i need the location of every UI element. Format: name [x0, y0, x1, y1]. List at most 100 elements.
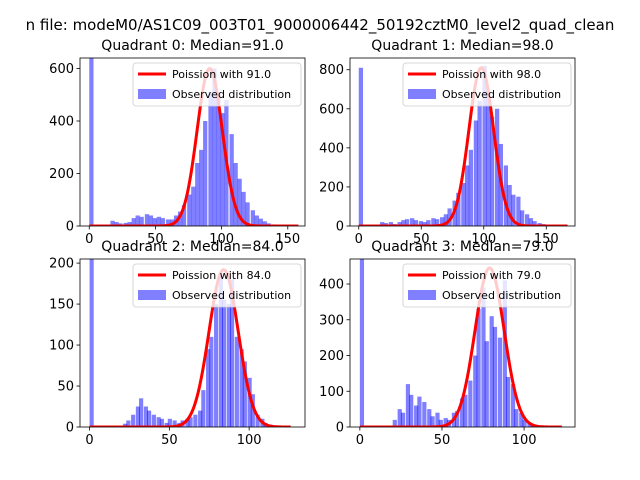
histogram-bar	[220, 113, 225, 226]
histogram-bar	[262, 221, 267, 226]
histogram-bar	[152, 218, 158, 226]
histogram-bar	[114, 222, 119, 226]
histogram-bar	[358, 67, 363, 226]
histogram-bar	[520, 210, 525, 226]
histogram-bar	[503, 165, 508, 226]
histogram-bar	[241, 191, 246, 226]
histogram-bar	[203, 121, 208, 226]
histogram-bar	[397, 222, 402, 226]
histogram-bar	[258, 218, 263, 226]
legend: Poission with 91.0 Observed distribution	[132, 62, 302, 107]
histogram-bar	[409, 394, 414, 427]
histogram-bar	[123, 423, 128, 427]
subplot-title: Quadrant 3: Median=79.0	[371, 239, 553, 255]
histogram-bar	[234, 336, 239, 427]
y-tick-label: 0	[66, 421, 74, 436]
histogram-bar	[185, 418, 190, 427]
y-tick-label: 800	[319, 63, 344, 78]
histogram-bar	[388, 222, 393, 226]
histogram-bar	[435, 219, 440, 226]
histogram-bar	[465, 165, 470, 226]
histogram-bar	[250, 394, 255, 427]
histogram-bar	[151, 414, 156, 427]
histogram-bar	[422, 401, 427, 427]
histogram-bar	[164, 422, 169, 427]
histogram-bar	[250, 210, 255, 226]
histogram-bar	[489, 316, 494, 427]
histogram-bar	[527, 423, 532, 427]
y-tick-label: 0	[66, 220, 74, 235]
histogram-bar	[417, 396, 422, 427]
histogram-bar	[131, 218, 136, 226]
histogram-bar	[239, 349, 244, 427]
histogram-bar	[212, 68, 217, 226]
histogram-bar	[230, 279, 235, 427]
legend-label-fit: Poission with 79.0	[442, 269, 541, 282]
histogram-bar	[229, 134, 234, 226]
y-tick-label: 400	[319, 141, 344, 156]
histogram-bar	[201, 390, 206, 427]
x-tick-label: 50	[434, 433, 451, 448]
x-tick-label: 100	[209, 232, 234, 247]
histogram-bar	[172, 420, 177, 427]
poisson-fit-line	[359, 266, 563, 427]
histogram-bar	[473, 355, 478, 427]
histogram-bar	[139, 216, 144, 226]
y-tick-label: 200	[319, 180, 344, 195]
x-tick-label: 0	[85, 232, 93, 247]
x-tick-label: 100	[471, 232, 496, 247]
histogram-bar	[447, 208, 452, 226]
histogram-bar	[435, 412, 440, 427]
histogram-bar	[486, 91, 491, 226]
histogram-bar	[209, 336, 214, 427]
axes-frame	[79, 57, 306, 227]
histogram-bar	[497, 337, 502, 427]
x-tick-label: 150	[275, 232, 300, 247]
histogram-bar	[89, 259, 94, 427]
histogram-bar	[510, 384, 516, 427]
histogram-bar	[206, 349, 211, 427]
histogram-bar	[401, 220, 406, 226]
axes-frame	[349, 258, 576, 428]
histogram-bar	[110, 220, 115, 226]
histogram-bar	[135, 215, 140, 226]
subplot-3: 0 50 100 0 100 200 300 400 Quadrant 3: Median=79…	[319, 239, 576, 448]
histogram-bar	[143, 406, 148, 427]
histogram-bar	[422, 222, 427, 226]
axes-frame	[79, 258, 306, 428]
legend-label-observed: Observed distribution	[442, 289, 561, 302]
legend-box	[132, 62, 302, 107]
histogram-bar	[237, 178, 242, 226]
histogram-bar	[431, 218, 436, 226]
legend-bar-swatch	[408, 89, 436, 99]
histogram-bar	[380, 222, 385, 226]
histogram-bar	[525, 214, 530, 226]
y-tick-label: 200	[49, 257, 74, 272]
histogram-bar	[413, 220, 418, 226]
histogram-bar	[438, 419, 443, 427]
subplot-title: Quadrant 2: Median=84.0	[101, 239, 283, 255]
legend-label-observed: Observed distribution	[172, 88, 291, 101]
histogram-bar	[218, 275, 223, 427]
poisson-fit-line	[88, 268, 292, 427]
histogram-bar	[476, 309, 481, 427]
histogram-bar	[455, 410, 460, 427]
histogram-bar	[514, 409, 519, 427]
legend-box	[402, 263, 572, 308]
histogram-bar	[156, 417, 161, 427]
y-tick-label: 100	[319, 385, 344, 400]
histogram-bar	[135, 406, 140, 427]
histogram-bar	[405, 219, 410, 226]
histogram-bar	[139, 398, 144, 427]
y-tick-label: 300	[319, 313, 344, 328]
histogram-bar	[167, 418, 172, 427]
y-tick-label: 200	[49, 167, 74, 182]
legend-label-fit: Poission with 84.0	[172, 269, 271, 282]
x-tick-label: 150	[534, 232, 559, 247]
histogram-bar	[181, 205, 187, 226]
legend-bar-swatch	[408, 290, 436, 300]
y-tick-label: 0	[336, 220, 344, 235]
y-tick-label: 600	[319, 102, 344, 117]
legend-label-fit: Poission with 91.0	[172, 68, 271, 81]
